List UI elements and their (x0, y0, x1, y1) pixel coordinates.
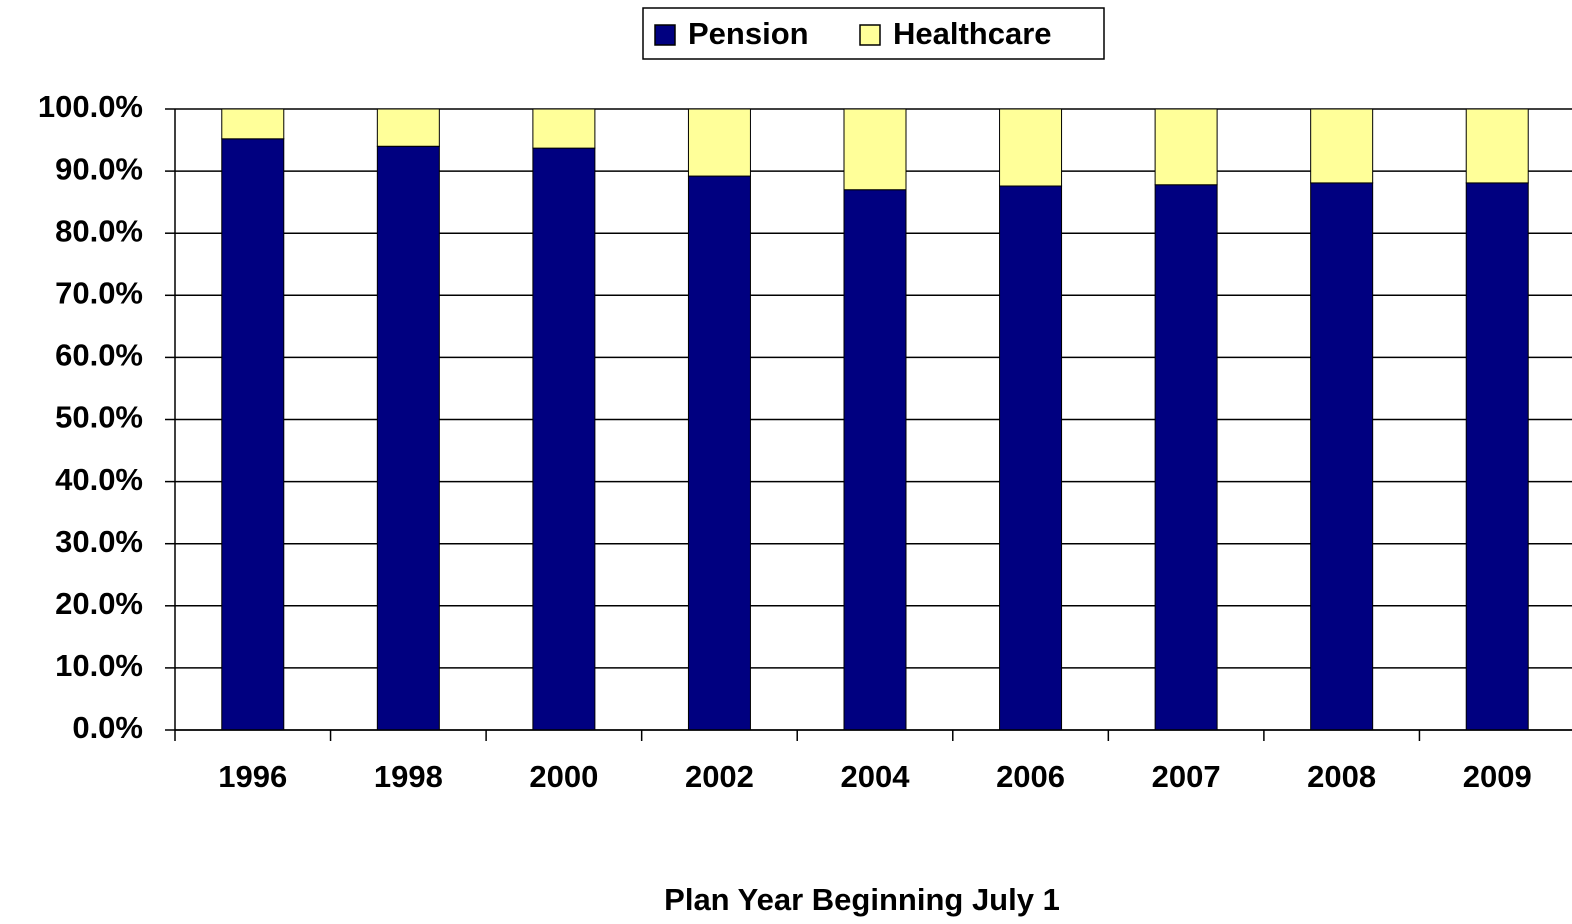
x-tick-label: 2008 (1307, 759, 1376, 794)
bar-segment (1154, 108, 1218, 186)
y-tick-label: 80.0% (55, 213, 143, 248)
x-tick-label: 2006 (996, 759, 1065, 794)
y-tick-label: 20.0% (55, 586, 143, 621)
y-tick-label: 50.0% (55, 400, 143, 435)
legend-label: Healthcare (893, 16, 1052, 51)
x-tick-label: 2000 (529, 759, 598, 794)
x-tick-label: 2004 (841, 759, 911, 794)
bar-segment (1310, 108, 1374, 184)
y-tick-label: 100.0% (38, 89, 143, 124)
y-tick-label: 70.0% (55, 275, 143, 310)
x-tick-label: 2009 (1463, 759, 1532, 794)
bar-segment (532, 108, 596, 149)
x-tick-label: 2002 (685, 759, 754, 794)
bar-segment (687, 108, 751, 177)
y-tick-label: 90.0% (55, 151, 143, 186)
bar-segment (1465, 108, 1529, 184)
bar-segment (376, 145, 440, 731)
bar-segment (999, 185, 1063, 731)
bar-segment (376, 108, 440, 147)
y-tick-label: 60.0% (55, 338, 143, 373)
bar-segment (1310, 182, 1374, 731)
x-tick-label: 2007 (1152, 759, 1221, 794)
legend-label: Pension (688, 16, 809, 51)
legend-swatch (654, 24, 676, 46)
y-tick-label: 10.0% (55, 648, 143, 683)
bar-segment (1465, 182, 1529, 731)
y-tick-label: 0.0% (72, 710, 143, 745)
bar-segment (221, 108, 285, 140)
bar-segment (843, 108, 907, 191)
bar-segment (687, 175, 751, 731)
legend-swatch (859, 24, 881, 46)
x-tick-label: 1998 (374, 759, 443, 794)
x-tick-label: 1996 (218, 759, 287, 794)
bar-segment (221, 138, 285, 731)
y-tick-label: 30.0% (55, 524, 143, 559)
bar-segment (1154, 184, 1218, 731)
y-tick-label: 40.0% (55, 462, 143, 497)
bar-segment (843, 189, 907, 731)
bar-segment (999, 108, 1063, 187)
bar-segment (532, 147, 596, 731)
x-axis-label: Plan Year Beginning July 1 (664, 882, 1060, 917)
